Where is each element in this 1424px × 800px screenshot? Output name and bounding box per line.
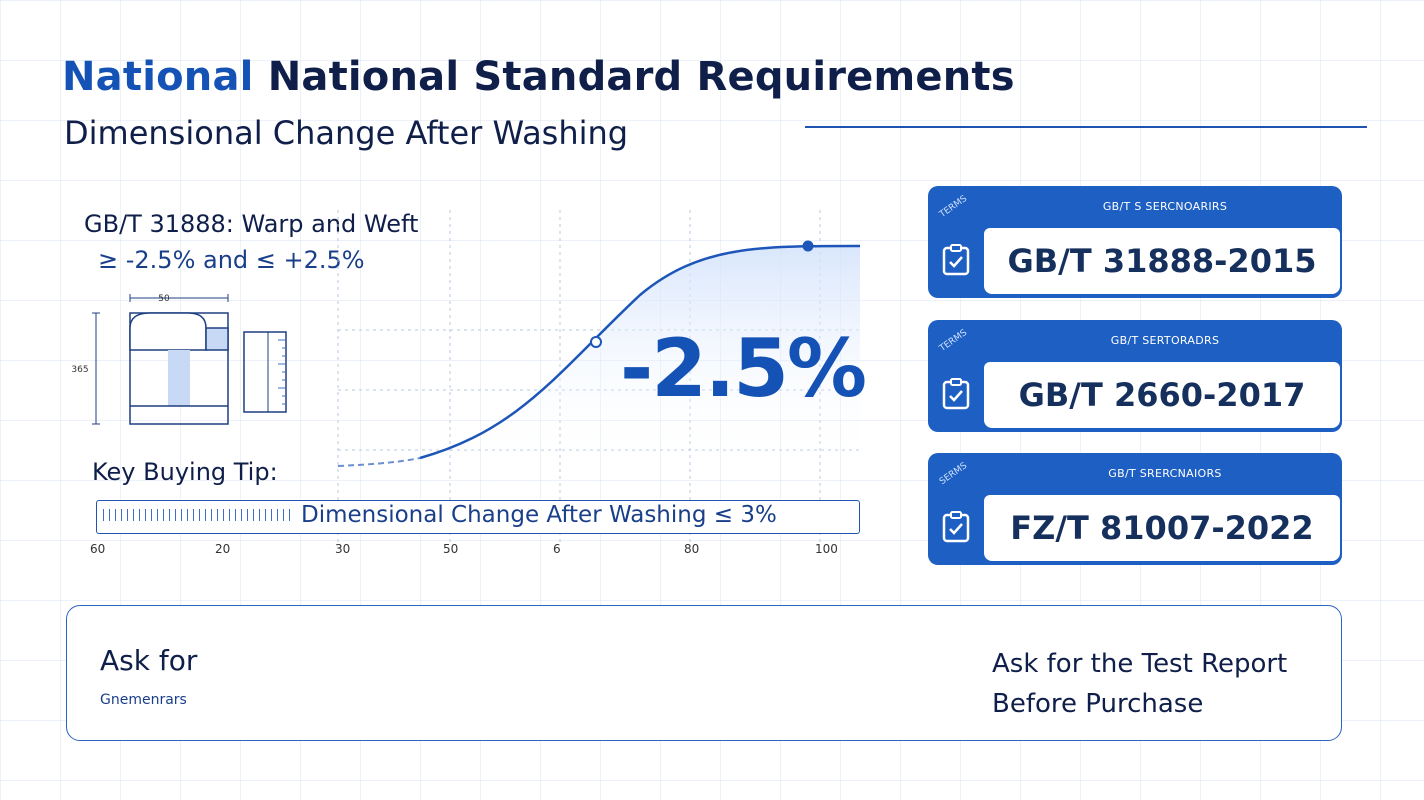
card-code-panel: FZ/T 81007-2022 <box>984 495 1340 561</box>
card-header: GB/T SRERCNAIORS <box>1108 467 1222 480</box>
title-divider <box>805 126 1367 128</box>
axis-tick-label: 50 <box>443 542 459 556</box>
page-subtitle: Dimensional Change After Washing <box>64 114 629 152</box>
spec-tolerance-range: ≥ -2.5% and ≤ +2.5% <box>98 246 365 274</box>
ask-for-label: Ask for <box>100 644 198 677</box>
standard-code: GB/T 2660-2017 <box>1018 376 1306 414</box>
highlight-percentage: -2.5% <box>620 322 867 415</box>
ruler-ticks <box>278 339 286 405</box>
card-header: GB/T S SERCNOARIRS <box>1102 200 1228 213</box>
width-dimension-label: 50 <box>158 294 170 304</box>
curve-point-end <box>802 240 814 252</box>
purchase-process-panel <box>66 605 1342 741</box>
axis-tick-label: 20 <box>215 542 231 556</box>
spec-standard-label: GB/T 31888: Warp and Weft <box>84 210 419 238</box>
card-header: GB/T SERTORADRS <box>1110 334 1220 347</box>
title-main: National Standard Requirements <box>267 54 1015 100</box>
standard-card-gbt-31888: TERMS GB/T S SERCNOARIRS GB/T 31888-2015 <box>928 186 1342 298</box>
clipboard-check-icon <box>942 511 970 543</box>
curve-area <box>338 245 860 466</box>
height-dimension-label: 365 <box>71 365 88 375</box>
standard-card-gbt-2660: TERMS GB/T SERTORADRS GB/T 2660-2017 <box>928 320 1342 432</box>
buying-tip-text: Dimensional Change After Washing ≤ 3% <box>301 502 777 528</box>
axis-tick-label: 6 <box>553 542 561 556</box>
ask-for-sublabel: Gnemenrars <box>100 692 187 708</box>
title-accent: National <box>62 54 254 100</box>
axis-tick-label: 60 <box>90 542 106 556</box>
standard-code: GB/T 31888-2015 <box>1007 242 1317 280</box>
axis-tick-label: 30 <box>335 542 351 556</box>
test-report-line-2: Before Purchase <box>992 689 1204 719</box>
buying-tip-label: Key Buying Tip: <box>92 458 278 486</box>
axis-tick-label: 80 <box>684 542 700 556</box>
standard-code: FZ/T 81007-2022 <box>1010 509 1314 547</box>
test-report-line-1: Ask for the Test Report <box>992 649 1288 679</box>
fabric-sample-diagram <box>92 294 287 425</box>
card-code-panel: GB/T 31888-2015 <box>984 228 1340 294</box>
test-report-callout: Ask for the Test Report Before Purchase <box>992 644 1287 724</box>
clipboard-check-icon <box>942 244 970 276</box>
ruler-sample <box>243 331 287 413</box>
card-code-panel: GB/T 2660-2017 <box>984 362 1340 428</box>
curve-point-midpoint <box>590 336 602 348</box>
standard-card-fzt-81007: SERMS GB/T SRERCNAIORS FZ/T 81007-2022 <box>928 453 1342 565</box>
curve-dashed-start <box>337 457 421 467</box>
axis-tick-label: 100 <box>815 542 838 556</box>
buying-tip-box: Dimensional Change After Washing ≤ 3% <box>96 500 860 534</box>
dimensional-change-curve <box>419 244 861 460</box>
page-title: National National Standard Requirements <box>62 54 1015 100</box>
tip-ruler-ticks <box>103 509 293 521</box>
clipboard-check-icon <box>942 378 970 410</box>
